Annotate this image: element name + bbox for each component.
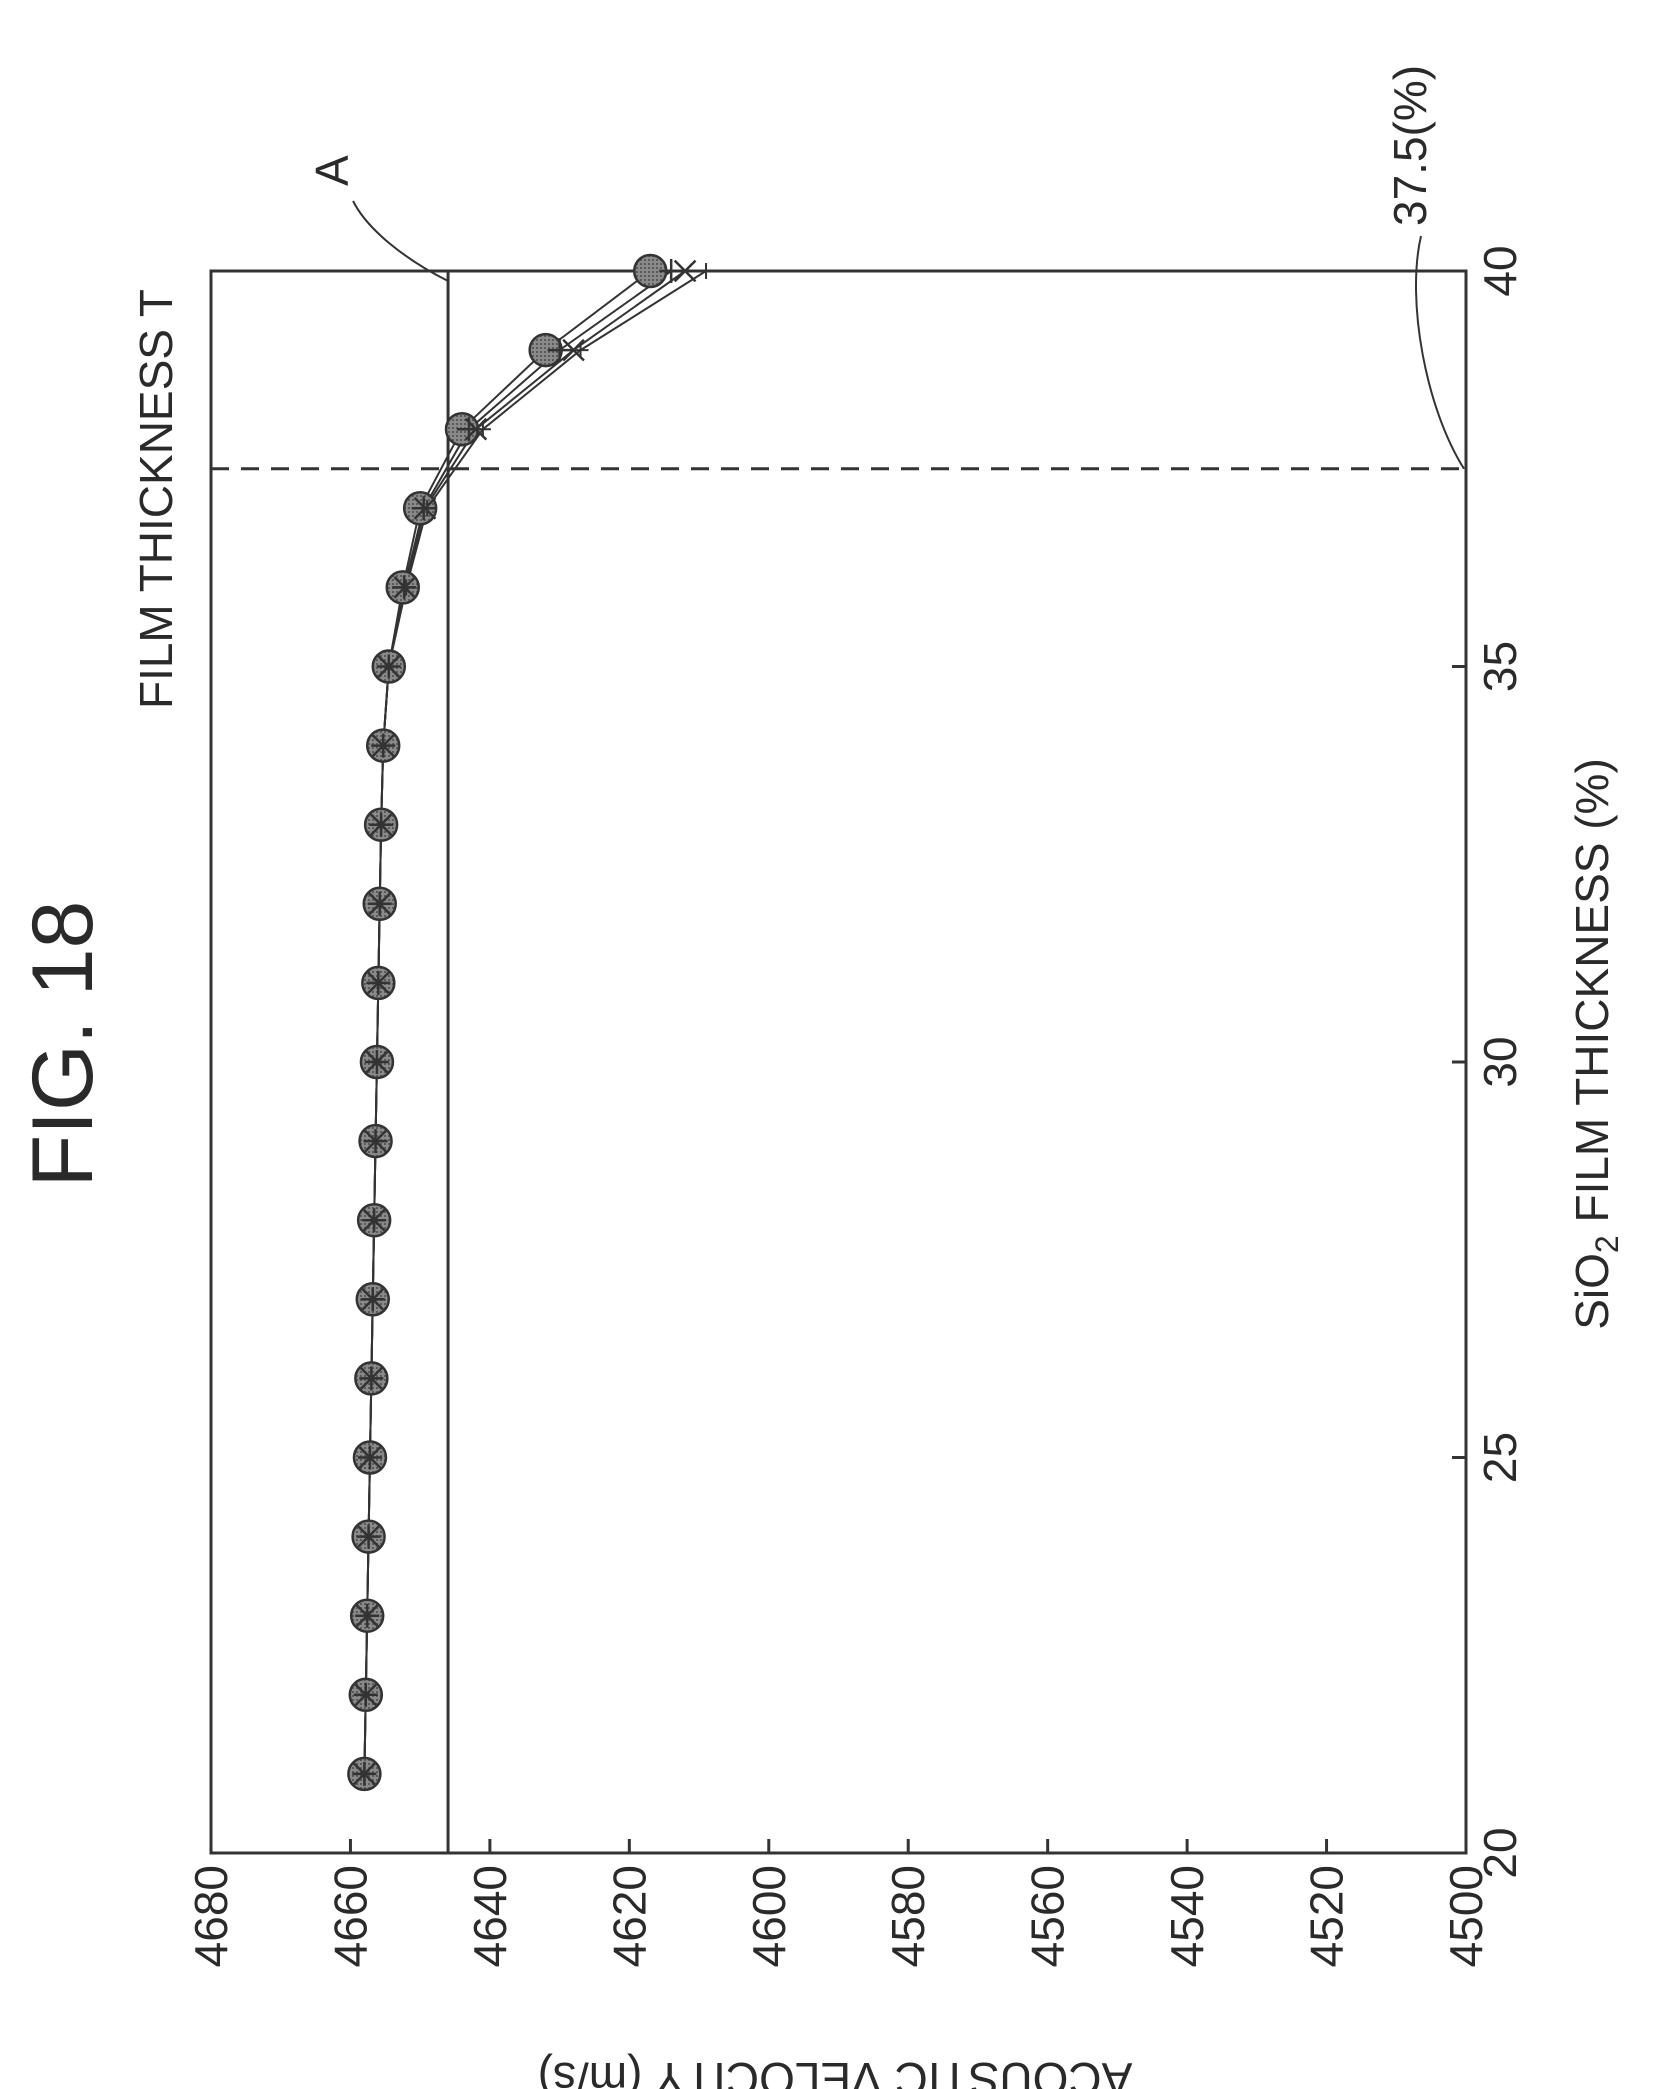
data-point-plus — [380, 658, 397, 675]
threshold-line-leader — [1415, 235, 1465, 470]
y-tick-label: 4520 — [1301, 1865, 1353, 1967]
y-tick-label: 4600 — [743, 1865, 795, 1967]
figure-title: FIG. 18 — [15, 901, 111, 1188]
x-tick-label: 30 — [1474, 1036, 1526, 1087]
data-point-plus — [698, 263, 715, 279]
data-point-plus — [398, 579, 415, 596]
data-point-plus — [373, 816, 390, 833]
data-point-plus — [363, 1370, 380, 1387]
x-tick-label: 25 — [1474, 1432, 1526, 1483]
data-point-plus — [375, 737, 392, 754]
reference-lines: A 37.5(%) — [211, 65, 1466, 1853]
data-point-plus — [371, 895, 388, 912]
y-tick-label: 4640 — [464, 1865, 516, 1967]
data-point-plus — [359, 1607, 376, 1624]
data-point-plus — [357, 1686, 374, 1703]
data-point-plus — [572, 342, 589, 359]
x-tick-label: 40 — [1474, 245, 1526, 296]
y-tick-label: 4680 — [185, 1865, 237, 1967]
x-tick-label: 20 — [1474, 1827, 1526, 1878]
plot-frame — [209, 269, 1468, 1855]
data-point-plus — [367, 1133, 384, 1150]
data-point-x — [673, 259, 697, 283]
data-point-plus — [370, 974, 387, 991]
y-tick-label: 4660 — [324, 1865, 376, 1967]
y-tick-label: 4540 — [1161, 1865, 1213, 1967]
data-point-plus — [368, 1054, 385, 1070]
reference-line-a-label: A — [306, 155, 358, 186]
data-point-plus — [364, 1291, 381, 1308]
data-point-cross — [659, 259, 684, 283]
x-axis-ticks: 20 25 30 35 40 — [1452, 245, 1526, 1879]
series-line-circle — [363, 270, 651, 1774]
y-axis-ticks: 4500 4520 4540 4560 4580 4600 4620 4640 4660 4680 — [185, 1839, 1492, 1967]
data-point-plus — [361, 1449, 378, 1466]
reference-line-a-leader — [352, 200, 449, 282]
data-point-plus — [356, 1765, 373, 1782]
y-tick-label: 4560 — [1022, 1865, 1074, 1967]
x-axis-label: SiO2 FILM THICKNESS (%) — [1566, 758, 1625, 1330]
region-label: FILM THICKNESS T — [130, 289, 182, 709]
data-point-cross — [547, 338, 572, 363]
data-series — [347, 253, 715, 1792]
data-point-plus — [419, 500, 436, 517]
data-point-plus — [474, 421, 491, 438]
x-tick-label: 35 — [1474, 641, 1526, 692]
y-tick-label: 4580 — [882, 1865, 934, 1967]
threshold-line-label: 37.5(%) — [1384, 65, 1436, 226]
data-point-plus — [366, 1212, 383, 1229]
y-tick-label: 4500 — [1440, 1865, 1492, 1967]
y-axis-label: ACOUSTIC VELOCITY (m/s) — [538, 2053, 1133, 2089]
data-point-plus — [360, 1528, 377, 1545]
y-tick-label: 4620 — [603, 1865, 655, 1967]
